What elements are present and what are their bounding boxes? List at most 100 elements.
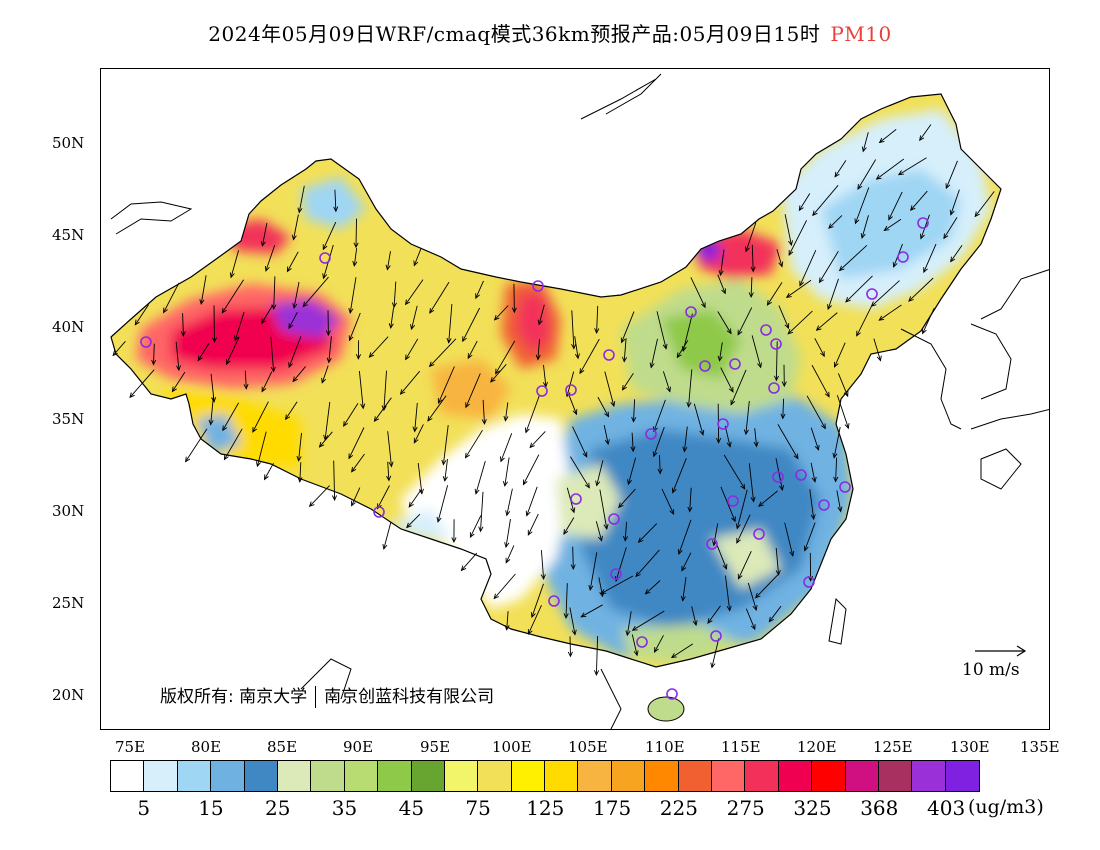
wind-arrow	[758, 490, 778, 507]
wind-arrow-head	[373, 416, 380, 423]
wind-arrow-head	[788, 240, 794, 247]
wind-arrow	[408, 489, 422, 508]
wind-arrow-head	[594, 328, 600, 334]
wind-arrow-head	[296, 455, 302, 462]
wind-arrow-head	[112, 350, 118, 357]
station-marker	[536, 385, 548, 397]
wind-arrow	[873, 338, 881, 361]
wind-arrow-head	[412, 426, 418, 433]
wind-arrow	[950, 244, 963, 262]
wind-arrow	[798, 193, 811, 211]
wind-arrow-head	[399, 389, 406, 395]
wind-reference-label: 10 m/s	[962, 660, 1020, 680]
wind-arrow	[299, 462, 302, 482]
wind-arrow-head	[669, 509, 675, 516]
lon-label-105e: 105E	[568, 738, 608, 756]
wind-arrow-head	[837, 506, 843, 513]
station-markers	[140, 217, 929, 700]
wind-arrow-head	[833, 476, 839, 483]
wind-arrow-head	[622, 535, 629, 542]
wind-arrow	[768, 605, 782, 622]
wind-arrow	[505, 545, 515, 563]
wind-arrow	[600, 575, 634, 594]
hainan-outline	[647, 696, 685, 722]
wind-arrow	[782, 398, 785, 419]
wind-arrow	[538, 304, 545, 325]
colorbar-tick-label: 125	[526, 796, 565, 820]
wind-arrow-head	[834, 171, 840, 178]
colorbar-tick-label: 35	[331, 796, 358, 820]
lon-label-100e: 100E	[492, 738, 532, 756]
station-marker	[768, 382, 780, 394]
wind-arrow	[603, 425, 609, 445]
wind-arrow	[244, 370, 247, 389]
wind-arrow	[383, 370, 387, 411]
wind-arrow	[638, 523, 658, 543]
wind-arrow	[888, 191, 903, 220]
wind-arrow	[252, 401, 269, 433]
station-marker	[373, 506, 385, 518]
wind-arrow	[400, 370, 421, 395]
station-marker	[795, 469, 807, 481]
colorbar-swatch	[311, 761, 345, 791]
wind-arrow	[413, 424, 424, 443]
station-marker	[729, 358, 741, 370]
wind-arrow-head	[580, 612, 587, 618]
wind-arrow	[506, 611, 509, 630]
wind-arrow	[526, 486, 538, 516]
wind-arrow	[635, 549, 660, 577]
wind-arrow	[182, 313, 184, 336]
wind-arrow-head	[843, 391, 849, 398]
colorbar-tick-label: 45	[398, 796, 425, 820]
wind-arrow-head	[832, 452, 838, 459]
wind-arrow-head	[151, 359, 157, 366]
wind-arrow	[285, 401, 298, 420]
wind-arrow	[319, 431, 333, 448]
wind-arrow	[624, 521, 628, 541]
wind-arrow-head	[974, 211, 980, 218]
wind-arrow	[845, 275, 873, 303]
wind-arrow	[537, 339, 540, 360]
wind-arrow	[681, 552, 692, 571]
colorbar-swatch	[444, 761, 479, 791]
wind-arrow	[414, 402, 418, 432]
lat-label-35n: 35N	[52, 410, 85, 428]
wind-arrow	[153, 343, 155, 365]
wind-arrow-head	[922, 328, 927, 335]
wind-arrow-head	[405, 299, 411, 306]
lat-label-30n: 30N	[52, 502, 85, 520]
station-marker	[140, 336, 152, 348]
wind-arrow-head	[221, 307, 227, 314]
colorbar-swatch	[878, 761, 913, 791]
station-marker	[803, 576, 815, 588]
wind-arrow	[854, 187, 870, 224]
wind-arrow-head	[812, 210, 818, 217]
wind-arrow	[621, 311, 635, 343]
wind-arrow-head	[368, 352, 375, 358]
wind-arrow	[737, 307, 753, 335]
wind-arrow	[595, 636, 599, 675]
station-marker	[532, 280, 544, 292]
wind-arrow-head	[542, 381, 548, 388]
wind-arrow-head	[348, 453, 354, 460]
wind-arrow	[737, 551, 752, 579]
wind-arrow-head	[297, 476, 303, 483]
wind-arrow-head	[875, 174, 882, 180]
wind-arrow-head	[818, 277, 824, 284]
taiwan-outline	[828, 597, 847, 645]
title-text: 2024年05月09日WRF/cmaq模式36km预报产品:05月09日15时	[208, 22, 821, 46]
wind-arrow-head	[348, 307, 354, 314]
wind-arrow-head	[574, 353, 580, 360]
wind-arrow-head	[263, 474, 269, 481]
wind-arrow	[799, 250, 817, 286]
wind-arrow-head	[163, 307, 168, 314]
wind-arrow-head	[199, 299, 205, 306]
wind-arrow	[393, 281, 397, 308]
wind-arrow-head	[211, 337, 218, 343]
wind-arrow	[809, 489, 815, 520]
station-marker	[666, 688, 678, 700]
colorbar-swatch	[277, 761, 312, 791]
wind-arrow-head	[753, 441, 759, 448]
wind-arrow	[134, 304, 149, 325]
wind-arrow	[645, 580, 661, 595]
